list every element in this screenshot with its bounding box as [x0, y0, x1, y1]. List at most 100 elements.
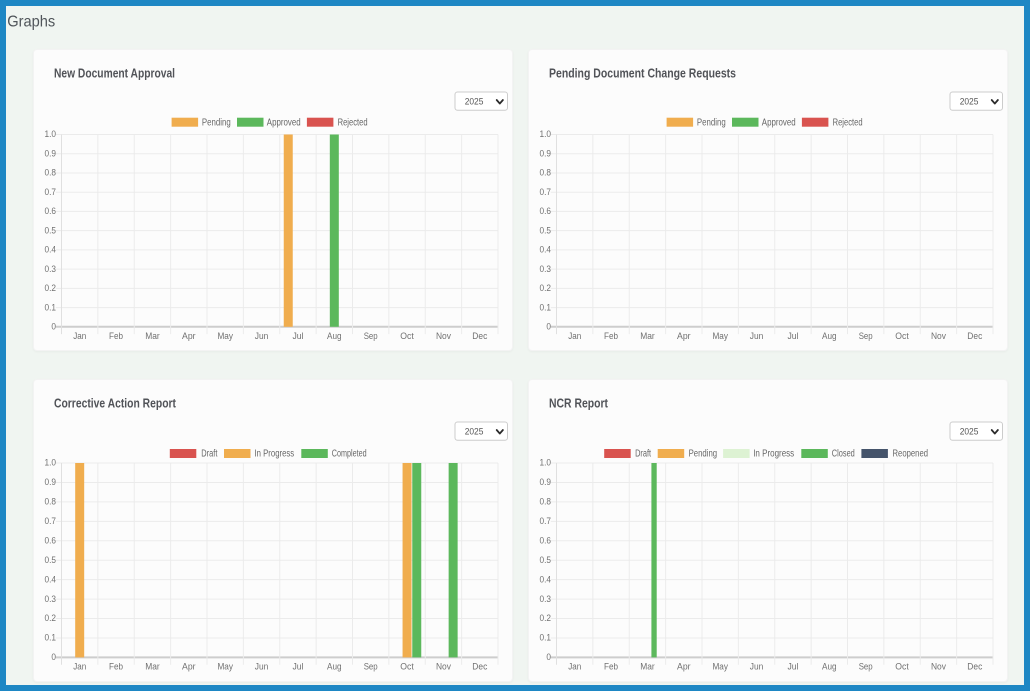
svg-text:0.4: 0.4 [540, 574, 552, 584]
svg-text:Nov: Nov [436, 331, 451, 341]
svg-text:NCR Report: NCR Report [549, 397, 609, 411]
svg-text:0.9: 0.9 [540, 148, 552, 158]
svg-text:Reopened: Reopened [893, 449, 929, 460]
svg-text:0.9: 0.9 [540, 477, 552, 487]
svg-text:1.0: 1.0 [540, 129, 552, 139]
svg-text:0.1: 0.1 [540, 633, 552, 643]
svg-text:0: 0 [546, 652, 551, 662]
svg-text:0.7: 0.7 [540, 516, 552, 526]
svg-text:0.3: 0.3 [540, 264, 552, 274]
svg-text:Rejected: Rejected [833, 117, 863, 128]
svg-text:Draft: Draft [635, 449, 651, 460]
svg-text:Corrective Action Report: Corrective Action Report [54, 397, 177, 411]
svg-text:Jan: Jan [568, 331, 581, 341]
svg-text:0.2: 0.2 [45, 613, 57, 623]
svg-text:0.6: 0.6 [540, 206, 552, 216]
svg-text:0.7: 0.7 [45, 516, 57, 526]
svg-text:0.8: 0.8 [45, 168, 57, 178]
svg-text:Dec: Dec [967, 331, 982, 341]
svg-text:Feb: Feb [109, 331, 123, 341]
svg-text:2025: 2025 [465, 96, 484, 107]
svg-text:2025: 2025 [465, 426, 484, 437]
svg-text:0.8: 0.8 [45, 497, 57, 507]
svg-text:In Progress: In Progress [753, 449, 794, 460]
svg-text:Jun: Jun [750, 662, 764, 672]
svg-text:0.1: 0.1 [540, 302, 552, 312]
svg-text:Feb: Feb [604, 662, 618, 672]
svg-text:Jul: Jul [292, 662, 303, 672]
svg-text:Jun: Jun [750, 331, 764, 341]
svg-text:Nov: Nov [931, 662, 946, 672]
svg-text:Jul: Jul [787, 662, 798, 672]
svg-text:0.6: 0.6 [540, 535, 552, 545]
svg-text:Mar: Mar [640, 662, 655, 672]
svg-text:Completed: Completed [332, 449, 367, 460]
svg-text:Rejected: Rejected [338, 117, 368, 128]
svg-text:Apr: Apr [677, 662, 691, 672]
svg-text:Jul: Jul [787, 331, 798, 341]
svg-text:0.8: 0.8 [540, 497, 552, 507]
svg-text:Apr: Apr [677, 331, 691, 341]
svg-text:Jan: Jan [568, 662, 581, 672]
svg-text:Approved: Approved [267, 117, 301, 128]
svg-text:Mar: Mar [640, 331, 655, 341]
svg-text:Closed: Closed [832, 449, 855, 460]
svg-text:0: 0 [51, 322, 56, 332]
svg-text:Apr: Apr [182, 331, 196, 341]
svg-text:Aug: Aug [327, 662, 342, 672]
svg-text:0.6: 0.6 [45, 206, 57, 216]
svg-text:1.0: 1.0 [540, 458, 552, 468]
svg-text:2025: 2025 [960, 96, 979, 107]
svg-text:0.2: 0.2 [540, 613, 552, 623]
svg-text:1.0: 1.0 [45, 458, 57, 468]
svg-text:0.3: 0.3 [540, 594, 552, 604]
svg-text:0.4: 0.4 [45, 245, 57, 255]
svg-text:Nov: Nov [931, 331, 946, 341]
svg-text:Pending Document Change Reques: Pending Document Change Requests [549, 67, 736, 81]
svg-text:0.1: 0.1 [45, 633, 57, 643]
svg-text:2025: 2025 [960, 426, 979, 437]
svg-text:May: May [217, 662, 233, 672]
svg-text:May: May [712, 662, 728, 672]
svg-text:Mar: Mar [145, 331, 160, 341]
svg-text:Aug: Aug [822, 331, 837, 341]
svg-text:0.5: 0.5 [45, 555, 57, 565]
svg-text:Feb: Feb [109, 662, 123, 672]
svg-text:0.9: 0.9 [45, 148, 57, 158]
svg-text:0.4: 0.4 [45, 574, 57, 584]
svg-text:Oct: Oct [400, 662, 414, 672]
svg-text:0.2: 0.2 [540, 283, 552, 293]
svg-text:Mar: Mar [145, 662, 160, 672]
svg-text:0: 0 [546, 322, 551, 332]
svg-text:0.1: 0.1 [45, 302, 57, 312]
svg-text:Jun: Jun [255, 662, 269, 672]
svg-text:Dec: Dec [967, 662, 982, 672]
svg-text:0.5: 0.5 [540, 555, 552, 565]
svg-text:1.0: 1.0 [45, 129, 57, 139]
svg-text:Oct: Oct [400, 331, 414, 341]
svg-text:Sep: Sep [859, 331, 873, 341]
svg-text:Dec: Dec [472, 331, 487, 341]
svg-text:Jul: Jul [292, 331, 303, 341]
svg-text:0.9: 0.9 [45, 477, 57, 487]
svg-text:0.3: 0.3 [45, 594, 57, 604]
svg-text:0.8: 0.8 [540, 168, 552, 178]
svg-text:0.5: 0.5 [45, 225, 57, 235]
svg-text:Pending: Pending [697, 117, 726, 128]
svg-text:Nov: Nov [436, 662, 451, 672]
svg-text:Sep: Sep [859, 662, 873, 672]
svg-text:0.3: 0.3 [45, 264, 57, 274]
svg-text:Feb: Feb [604, 331, 618, 341]
svg-text:Jan: Jan [73, 331, 86, 341]
svg-text:Pending: Pending [689, 449, 718, 460]
svg-text:Oct: Oct [895, 331, 909, 341]
svg-text:0.7: 0.7 [45, 187, 57, 197]
svg-text:Oct: Oct [895, 662, 909, 672]
svg-text:Graphs: Graphs [7, 14, 55, 31]
svg-text:Dec: Dec [472, 662, 487, 672]
svg-text:Sep: Sep [364, 331, 378, 341]
svg-text:Pending: Pending [202, 117, 231, 128]
svg-text:Jan: Jan [73, 662, 86, 672]
svg-text:0.6: 0.6 [45, 535, 57, 545]
svg-text:0: 0 [51, 652, 56, 662]
